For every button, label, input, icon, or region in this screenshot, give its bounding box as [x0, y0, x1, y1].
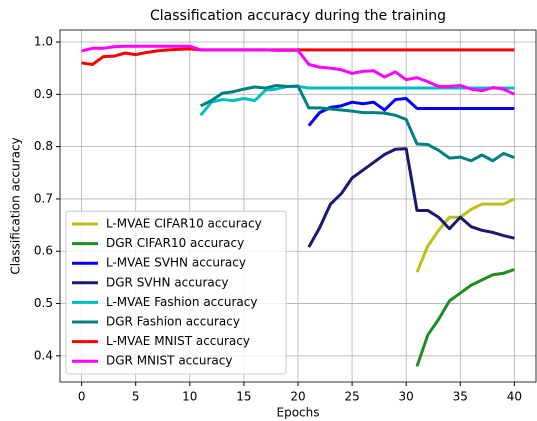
line-series: [415, 268, 515, 367]
legend-label: DGR Fashion accuracy: [106, 315, 240, 329]
x-tick-label: 10: [182, 390, 197, 404]
line-series: [199, 84, 515, 117]
line-series: [199, 83, 515, 163]
line-series: [307, 147, 515, 248]
y-tick-label: 0.5: [34, 296, 53, 310]
x-tick-label: 35: [453, 390, 468, 404]
legend-label: L-MVAE CIFAR10 accuracy: [106, 217, 262, 231]
chart-title: Classification accuracy during the train…: [150, 8, 446, 24]
y-tick-label: 0.9: [34, 87, 53, 101]
y-tick-label: 0.8: [34, 139, 53, 153]
x-tick-label: 15: [236, 390, 251, 404]
line-series: [415, 197, 516, 273]
y-tick-label: 1.0: [34, 35, 53, 49]
x-tick-label: 0: [78, 390, 86, 404]
legend-label: L-MVAE MNIST accuracy: [106, 334, 250, 348]
y-tick-label: 0.4: [34, 348, 53, 362]
x-tick-label: 25: [344, 390, 359, 404]
legend-label: DGR SVHN accuracy: [106, 275, 228, 289]
x-tick-label: 5: [132, 390, 140, 404]
legend-box: [65, 210, 287, 375]
y-tick-label: 0.6: [34, 244, 53, 258]
y-tick-label: 0.7: [34, 191, 53, 205]
legend-label: L-MVAE SVHN accuracy: [106, 256, 246, 270]
legend-label: DGR CIFAR10 accuracy: [106, 236, 244, 250]
y-axis-label: Classification accuracy: [9, 137, 23, 274]
legend-label: L-MVAE Fashion accuracy: [106, 295, 257, 309]
x-tick-label: 20: [290, 390, 305, 404]
x-tick-label: 40: [507, 390, 522, 404]
x-tick-label: 30: [399, 390, 414, 404]
plot-frame: [59, 29, 537, 383]
line-series: [307, 97, 515, 127]
line-series: [81, 44, 516, 96]
x-axis-label: Epochs: [277, 406, 320, 420]
legend-label: DGR MNIST accuracy: [106, 354, 232, 368]
